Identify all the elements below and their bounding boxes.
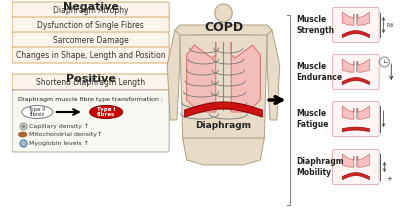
Text: Changes in Shape, Length and Position: Changes in Shape, Length and Position xyxy=(16,51,166,59)
Text: Muscle
Strength: Muscle Strength xyxy=(296,15,334,35)
Polygon shape xyxy=(167,30,180,120)
FancyBboxPatch shape xyxy=(332,101,379,136)
Text: Capillary density ↑: Capillary density ↑ xyxy=(30,123,90,129)
Text: Positive: Positive xyxy=(66,74,116,84)
Text: Type II
fibres: Type II fibres xyxy=(28,107,46,117)
Polygon shape xyxy=(358,154,370,167)
Polygon shape xyxy=(342,59,354,72)
FancyBboxPatch shape xyxy=(12,17,169,33)
Polygon shape xyxy=(342,173,370,180)
FancyBboxPatch shape xyxy=(12,74,169,90)
Text: Diaphragm muscle fibre type transformation :: Diaphragm muscle fibre type transformati… xyxy=(18,97,163,102)
Text: Diaphragm: Diaphragm xyxy=(196,121,252,130)
Circle shape xyxy=(380,57,389,67)
Text: Type I
fibres: Type I fibres xyxy=(97,107,115,117)
Polygon shape xyxy=(342,154,354,167)
Text: Diaphragm Atrophy: Diaphragm Atrophy xyxy=(53,6,128,15)
Ellipse shape xyxy=(18,132,27,137)
Text: Diaphragm
Mobility: Diaphragm Mobility xyxy=(296,157,344,177)
Polygon shape xyxy=(183,138,264,165)
FancyBboxPatch shape xyxy=(332,150,379,185)
Polygon shape xyxy=(187,42,216,112)
FancyBboxPatch shape xyxy=(332,55,379,90)
Polygon shape xyxy=(180,35,267,140)
Text: Dysfunction of Single Fibres: Dysfunction of Single Fibres xyxy=(37,20,144,29)
Polygon shape xyxy=(358,106,370,119)
FancyBboxPatch shape xyxy=(12,32,169,48)
Polygon shape xyxy=(175,25,272,40)
Text: Negative: Negative xyxy=(63,2,118,12)
Text: Muscle
Endurance: Muscle Endurance xyxy=(296,62,342,82)
FancyBboxPatch shape xyxy=(12,47,169,63)
Polygon shape xyxy=(185,102,262,117)
Text: Pdi: Pdi xyxy=(386,22,394,28)
Polygon shape xyxy=(342,12,354,25)
FancyBboxPatch shape xyxy=(12,90,169,152)
FancyBboxPatch shape xyxy=(332,7,379,42)
Text: Muscle
Fatigue: Muscle Fatigue xyxy=(296,109,329,129)
Polygon shape xyxy=(267,30,280,120)
Polygon shape xyxy=(231,42,260,112)
Polygon shape xyxy=(342,31,370,38)
Text: Mitochondrial density↑: Mitochondrial density↑ xyxy=(30,132,103,137)
Polygon shape xyxy=(342,78,370,85)
Polygon shape xyxy=(358,12,370,25)
Circle shape xyxy=(215,4,232,22)
FancyBboxPatch shape xyxy=(12,2,169,18)
Ellipse shape xyxy=(90,106,123,119)
Polygon shape xyxy=(220,22,227,30)
Ellipse shape xyxy=(22,106,53,119)
Text: Sarcomere Damage: Sarcomere Damage xyxy=(53,35,128,44)
Text: +: + xyxy=(386,176,392,182)
Polygon shape xyxy=(342,106,354,119)
Polygon shape xyxy=(358,59,370,72)
Polygon shape xyxy=(342,127,370,132)
Text: COPD: COPD xyxy=(204,20,243,33)
Text: Myoglobin levels ↑: Myoglobin levels ↑ xyxy=(30,140,89,146)
Text: Shortend Diaphragm Length: Shortend Diaphragm Length xyxy=(36,77,145,86)
